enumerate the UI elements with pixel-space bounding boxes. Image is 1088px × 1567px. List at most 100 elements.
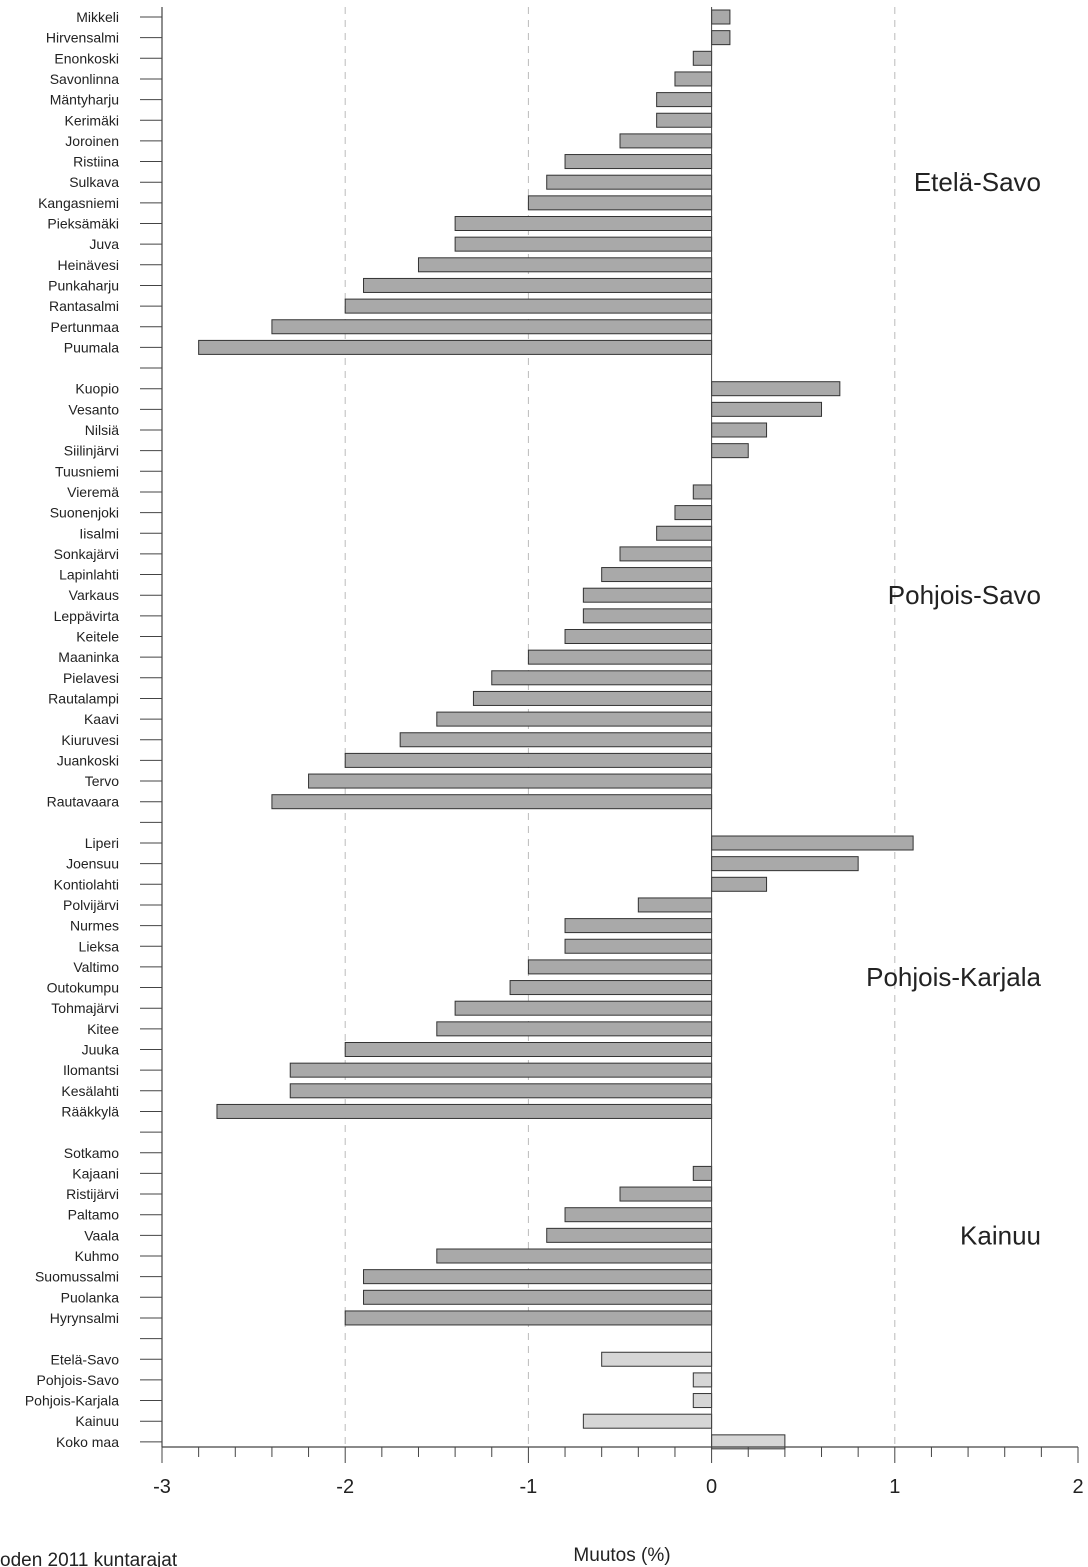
category-label: Etelä-Savo bbox=[51, 1351, 120, 1367]
category-label: Lapinlahti bbox=[59, 567, 119, 583]
category-label: Kaavi bbox=[84, 711, 119, 727]
category-label: Iisalmi bbox=[79, 525, 119, 541]
bar-puolanka bbox=[363, 1289, 713, 1305]
category-label: Maaninka bbox=[58, 649, 119, 665]
category-label: Keitele bbox=[76, 629, 119, 645]
category-label: Tuusniemi bbox=[55, 463, 119, 479]
bar-joroinen bbox=[619, 133, 713, 149]
x-tick-label: -2 bbox=[336, 1476, 354, 1498]
category-label: Kuopio bbox=[75, 381, 119, 397]
bar-nurmes bbox=[564, 918, 713, 934]
category-label: Ristijärvi bbox=[66, 1186, 119, 1202]
bar-nilsia bbox=[711, 422, 768, 438]
bar-heinavesi bbox=[417, 257, 713, 273]
x-tick-label: 2 bbox=[1072, 1476, 1083, 1498]
bar-juva bbox=[454, 236, 713, 252]
category-label: Nurmes bbox=[70, 918, 119, 934]
bar-maaninka bbox=[527, 649, 713, 665]
category-label: Koko maa bbox=[56, 1434, 119, 1450]
category-label: Pielavesi bbox=[63, 670, 119, 686]
category-label: Nilsiä bbox=[85, 422, 119, 438]
bar-ristiina bbox=[564, 154, 713, 170]
bar-siilinjarvi bbox=[711, 443, 749, 459]
category-label: Polvijärvi bbox=[63, 897, 119, 913]
bar-vierema bbox=[692, 484, 713, 500]
bar-sonkajarvi bbox=[619, 546, 713, 562]
x-tick-label: 1 bbox=[889, 1476, 900, 1498]
bar-savonlinna bbox=[674, 71, 713, 87]
category-label: Hyrynsalmi bbox=[50, 1310, 119, 1326]
category-label: Kitee bbox=[87, 1021, 119, 1037]
bar-valtimo bbox=[527, 959, 713, 975]
category-label: Kesälahti bbox=[61, 1083, 119, 1099]
bar-tohmajarvi bbox=[454, 1000, 713, 1016]
category-label: Rääkkylä bbox=[61, 1103, 119, 1119]
category-label: Varkaus bbox=[69, 587, 119, 603]
region-label-pohjois-savo: Pohjois-Savo bbox=[888, 580, 1041, 610]
category-label: Kuhmo bbox=[75, 1248, 120, 1264]
category-label: Liperi bbox=[85, 835, 119, 851]
bar-enonkoski bbox=[692, 50, 713, 66]
category-label: Siilinjärvi bbox=[64, 443, 119, 459]
category-label: Pohjois-Savo bbox=[37, 1372, 120, 1388]
x-axis-title: Muutos (%) bbox=[573, 1545, 670, 1566]
category-label: Suomussalmi bbox=[35, 1269, 119, 1285]
category-label: Puumala bbox=[64, 339, 119, 355]
bar-kainuu-summary bbox=[582, 1413, 713, 1429]
category-label: Kainuu bbox=[75, 1413, 119, 1429]
category-label: Kajaani bbox=[72, 1165, 119, 1181]
bar-pertunmaa bbox=[271, 319, 713, 335]
bar-lapinlahti bbox=[601, 567, 713, 583]
x-tick-label: -1 bbox=[520, 1476, 538, 1498]
category-label: Pertunmaa bbox=[51, 319, 120, 335]
bar-lieksa bbox=[564, 938, 713, 954]
category-label: Vieremä bbox=[67, 484, 119, 500]
bar-hyrynsalmi bbox=[344, 1310, 713, 1326]
category-label: Vesanto bbox=[68, 401, 119, 417]
category-label: Mikkeli bbox=[76, 9, 119, 25]
bar-kaavi bbox=[436, 711, 713, 727]
bar-tervo bbox=[308, 773, 713, 789]
bar-varkaus bbox=[582, 587, 713, 603]
category-label: Joroinen bbox=[65, 133, 119, 149]
category-label: Enonkoski bbox=[54, 50, 119, 66]
bar-rautavaara bbox=[271, 794, 713, 810]
category-label: Vaala bbox=[84, 1227, 119, 1243]
bar-ilomantsi bbox=[289, 1062, 713, 1078]
axes: -3 -2 -1 0 1 2 bbox=[140, 7, 1084, 1498]
category-label: Ilomantsi bbox=[63, 1062, 119, 1078]
bar-mikkeli bbox=[711, 9, 731, 25]
bar-rantasalmi bbox=[344, 298, 713, 314]
category-label: Kiuruvesi bbox=[61, 732, 119, 748]
bar-vaala bbox=[546, 1227, 713, 1243]
bar-ristijarvi bbox=[619, 1186, 713, 1202]
bar-kajaani bbox=[692, 1165, 713, 1181]
bar-outokumpu bbox=[509, 980, 713, 996]
region-label-pohjois-karjala: Pohjois-Karjala bbox=[866, 962, 1041, 992]
footnote: oden 2011 kuntarajat bbox=[0, 1550, 178, 1567]
bar-polvijarvi bbox=[637, 897, 713, 913]
bar-juankoski bbox=[344, 752, 713, 768]
region-label-kainuu: Kainuu bbox=[960, 1220, 1041, 1250]
bar-puumala bbox=[198, 339, 713, 355]
bar-kesalahti bbox=[289, 1083, 713, 1099]
bar-suonenjoki bbox=[674, 505, 713, 521]
bar-kiuruvesi bbox=[399, 732, 713, 748]
category-label: Savonlinna bbox=[50, 71, 119, 87]
category-label: Mäntyharju bbox=[50, 92, 119, 108]
category-label: Tohmajärvi bbox=[51, 1000, 119, 1016]
category-label: Heinävesi bbox=[58, 257, 119, 273]
bar-leppavirta bbox=[582, 608, 713, 624]
category-label: Kangasniemi bbox=[38, 195, 119, 211]
bar-kerimaki bbox=[656, 112, 713, 128]
bar-kuhmo bbox=[436, 1248, 713, 1264]
category-label: Leppävirta bbox=[54, 608, 120, 624]
bar-juuka bbox=[344, 1042, 713, 1057]
bar-hirvensalmi bbox=[711, 30, 731, 46]
category-label: Rautalampi bbox=[48, 690, 119, 706]
bar-rautalampi bbox=[472, 690, 713, 706]
category-label: Outokumpu bbox=[47, 980, 119, 996]
category-label: Kerimäki bbox=[65, 112, 119, 128]
category-label: Valtimo bbox=[73, 959, 119, 975]
